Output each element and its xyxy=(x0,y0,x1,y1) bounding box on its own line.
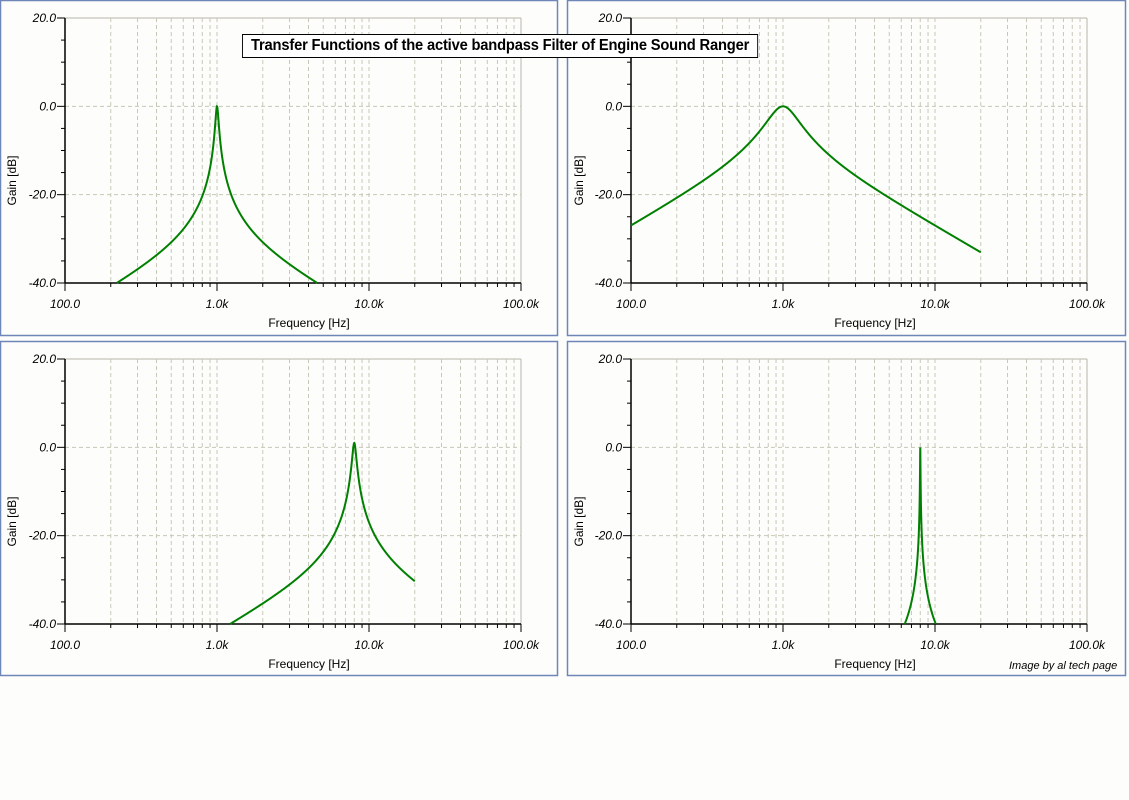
y-tick-label: 0.0 xyxy=(605,440,622,454)
y-tick-label: -40.0 xyxy=(29,276,57,290)
y-tick-label: -20.0 xyxy=(29,529,57,543)
y-tick-label: 0.0 xyxy=(39,440,56,454)
x-tick-label: 10.0k xyxy=(920,297,950,311)
y-axis-label: Gain [dB] xyxy=(5,496,19,546)
x-tick-label: 1.0k xyxy=(206,638,230,652)
series-line-bandpass-3 xyxy=(229,441,416,625)
y-axis-label: Gain [dB] xyxy=(5,155,19,205)
y-tick-label: -20.0 xyxy=(595,188,623,202)
x-tick-label: 100.0k xyxy=(503,638,540,652)
chart-panel-4: 20.0 0.0 -20.0 -40.0 100.0 1.0k 10.0k 100.0k Fre… xyxy=(566,340,1127,677)
x-tick-label: 100.0k xyxy=(503,297,540,311)
y-tick-label: -40.0 xyxy=(595,276,623,290)
x-tick-label: 10.0k xyxy=(354,638,384,652)
x-tick-label: 1.0k xyxy=(206,297,230,311)
chart-title: Transfer Functions of the active bandpas… xyxy=(242,34,759,58)
y-axis-label: Gain [dB] xyxy=(572,496,586,546)
x-tick-label: 100.0k xyxy=(1069,297,1106,311)
panel-frame xyxy=(0,340,559,677)
y-tick-label: 20.0 xyxy=(32,11,57,25)
x-tick-label: 100.0 xyxy=(616,297,646,311)
chart-panel-3: 20.0 0.0 -20.0 -40.0 100.0 1.0k 10.0k 100.0k Fre… xyxy=(0,340,559,677)
x-axis-label: Frequency [Hz] xyxy=(268,316,349,330)
x-tick-label: 10.0k xyxy=(920,638,950,652)
y-tick-label: -40.0 xyxy=(595,617,623,631)
x-axis-label: Frequency [Hz] xyxy=(834,316,915,330)
x-tick-label: 1.0k xyxy=(772,638,796,652)
x-axis-label: Frequency [Hz] xyxy=(268,657,349,671)
panel-frame xyxy=(566,340,1127,677)
x-axis-label: Frequency [Hz] xyxy=(834,657,915,671)
y-tick-label: 20.0 xyxy=(32,352,57,366)
y-tick-label: 20.0 xyxy=(598,11,623,25)
x-tick-label: 10.0k xyxy=(354,297,384,311)
series-line-bandpass-4 xyxy=(903,447,937,625)
y-tick-label: -40.0 xyxy=(29,617,57,631)
y-tick-label: -20.0 xyxy=(595,529,623,543)
chart-panel-2: 20.0 0.0 -20.0 -40.0 100.0 1.0k 10.0k 100.0k Fre… xyxy=(566,0,1127,337)
image-credit: Image by al tech page xyxy=(1009,660,1118,672)
x-tick-label: 100.0 xyxy=(616,638,646,652)
y-tick-label: -20.0 xyxy=(29,188,57,202)
x-tick-label: 1.0k xyxy=(772,297,796,311)
y-tick-label: 0.0 xyxy=(605,99,622,113)
series-line-bandpass-2 xyxy=(630,105,982,254)
y-tick-label: 20.0 xyxy=(598,352,623,366)
series-line-bandpass-1 xyxy=(116,104,318,284)
x-tick-label: 100.0 xyxy=(50,638,80,652)
x-tick-label: 100.0k xyxy=(1069,638,1106,652)
y-axis-label: Gain [dB] xyxy=(572,155,586,205)
x-tick-label: 100.0 xyxy=(50,297,80,311)
y-tick-label: 0.0 xyxy=(39,99,56,113)
